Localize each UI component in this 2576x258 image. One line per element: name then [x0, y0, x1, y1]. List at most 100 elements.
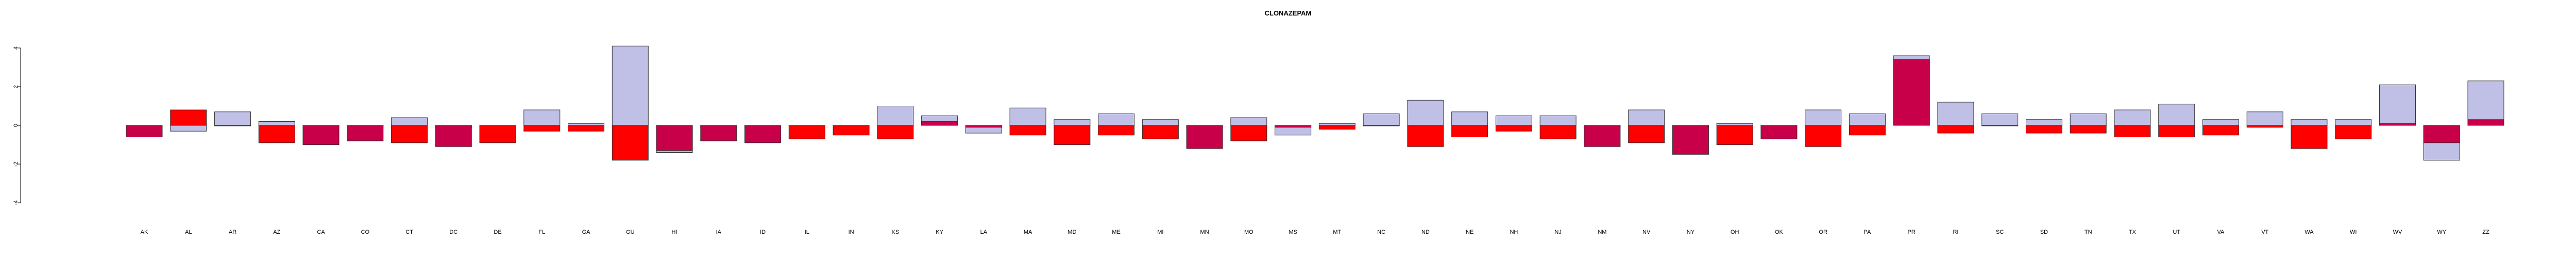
bar-front-ky: [921, 121, 958, 126]
x-tick-label: LA: [980, 229, 988, 235]
bar-front-az: [258, 125, 295, 143]
x-tick-label: WI: [2350, 229, 2357, 235]
x-tick-label: MA: [1024, 229, 1032, 235]
bar-front-wi: [2335, 125, 2372, 139]
x-tick-label: IA: [716, 229, 722, 235]
bar-front-hi: [656, 125, 693, 151]
bar-front-nv: [1628, 125, 1665, 143]
bar-front-mt: [1318, 125, 1355, 130]
bar-back-wv: [2379, 84, 2416, 126]
bar-back-me: [1098, 114, 1135, 126]
y-tick-label: -4: [13, 200, 19, 205]
bar-front-mi: [1142, 125, 1179, 139]
x-tick-label: TX: [2129, 229, 2137, 235]
x-tick-label: VA: [2217, 229, 2225, 235]
bar-front-nm: [1584, 125, 1621, 147]
bar-front-zz: [2467, 119, 2504, 126]
bar-back-al: [170, 125, 207, 132]
x-tick-label: NY: [1687, 229, 1695, 235]
bar-front-vt: [2246, 125, 2283, 128]
x-tick-label: WY: [2437, 229, 2446, 235]
y-axis: -4 -2 0 2 4: [13, 46, 21, 205]
bar-front-va: [2202, 125, 2239, 136]
bar-front-ak: [126, 125, 163, 137]
bar-back-fl: [523, 109, 561, 126]
bar-front-ma: [1009, 125, 1046, 136]
bar-front-mo: [1230, 125, 1267, 141]
bar-front-or: [1805, 125, 1842, 147]
bar-front-al: [170, 109, 207, 126]
bar-front-me: [1098, 125, 1135, 136]
x-tick-label: ND: [1421, 229, 1430, 235]
bar-front-nh: [1495, 125, 1532, 132]
x-tick-label: NE: [1466, 229, 1473, 235]
x-tick-label: MO: [1244, 229, 1253, 235]
bar-back-nd: [1407, 100, 1444, 126]
x-tick-label: NC: [1377, 229, 1385, 235]
bar-front-ok: [1760, 125, 1798, 139]
y-tick-label: -2: [13, 162, 19, 167]
bar-back-wa: [2291, 119, 2328, 126]
x-tick-label: IL: [805, 229, 809, 235]
bar-front-ri: [1937, 125, 1974, 134]
x-tick-label: DC: [449, 229, 457, 235]
bar-back-nv: [1628, 109, 1665, 126]
bar-back-ut: [2158, 104, 2195, 126]
bar-back-md: [1054, 119, 1091, 126]
bar-front-in: [833, 125, 870, 136]
x-tick-label: GU: [626, 229, 635, 235]
x-tick-label: NH: [1510, 229, 1518, 235]
y-tick-label: 4: [13, 46, 19, 50]
bar-front-ga: [568, 125, 605, 132]
x-tick-label: NM: [1598, 229, 1606, 235]
x-tick-label: NV: [1642, 229, 1651, 235]
x-tick-label: WV: [2393, 229, 2402, 235]
bar-front-wv: [2379, 123, 2416, 126]
bar-front-de: [479, 125, 516, 143]
x-tick-label: TN: [2084, 229, 2092, 235]
bar-front-ar: [214, 125, 251, 126]
bar-front-mn: [1186, 125, 1223, 149]
x-tick-label: SD: [2040, 229, 2048, 235]
x-tick-label: KS: [891, 229, 899, 235]
bar-back-ga: [568, 123, 605, 126]
x-tick-label: AL: [185, 229, 192, 235]
bar-back-sd: [2025, 119, 2062, 126]
bar-back-mi: [1142, 119, 1179, 126]
x-tick-label: NJ: [1554, 229, 1561, 235]
bar-front-nc: [1363, 125, 1400, 126]
bar-front-wy: [2423, 125, 2460, 143]
bar-back-ct: [391, 117, 428, 126]
x-tick-label: HI: [672, 229, 677, 235]
x-tick-label: RI: [1953, 229, 1958, 235]
bar-back-pa: [1849, 114, 1886, 126]
bar-back-ar: [214, 111, 251, 126]
bar-back-mo: [1230, 117, 1267, 126]
x-tick-label: OR: [1819, 229, 1827, 235]
bar-back-sc: [1981, 114, 2019, 126]
x-tick-label: AK: [141, 229, 148, 235]
bar-front-nd: [1407, 125, 1444, 147]
bar-front-tx: [2114, 125, 2151, 137]
bar-front-ny: [1672, 125, 1709, 155]
bar-back-ma: [1009, 107, 1046, 126]
bar-front-ne: [1451, 125, 1488, 137]
bar-front-wa: [2291, 125, 2328, 149]
x-tick-label: MD: [1067, 229, 1076, 235]
bar-front-ks: [877, 125, 914, 139]
bar-back-ks: [877, 106, 914, 126]
bar-front-fl: [523, 125, 561, 132]
bars: [126, 45, 2504, 160]
x-tick-label: VT: [2261, 229, 2268, 235]
bar-front-ca: [302, 125, 340, 145]
bar-front-gu: [612, 125, 649, 160]
bar-back-gu: [612, 45, 649, 126]
bar-back-or: [1805, 109, 1842, 126]
bar-front-md: [1054, 125, 1091, 145]
bar-back-ri: [1937, 102, 1974, 126]
x-tick-label: MS: [1289, 229, 1297, 235]
x-tick-label: ME: [1112, 229, 1121, 235]
y-tick-label: 2: [13, 85, 19, 88]
bar-front-oh: [1716, 125, 1753, 145]
bar-back-tn: [2070, 114, 2107, 126]
